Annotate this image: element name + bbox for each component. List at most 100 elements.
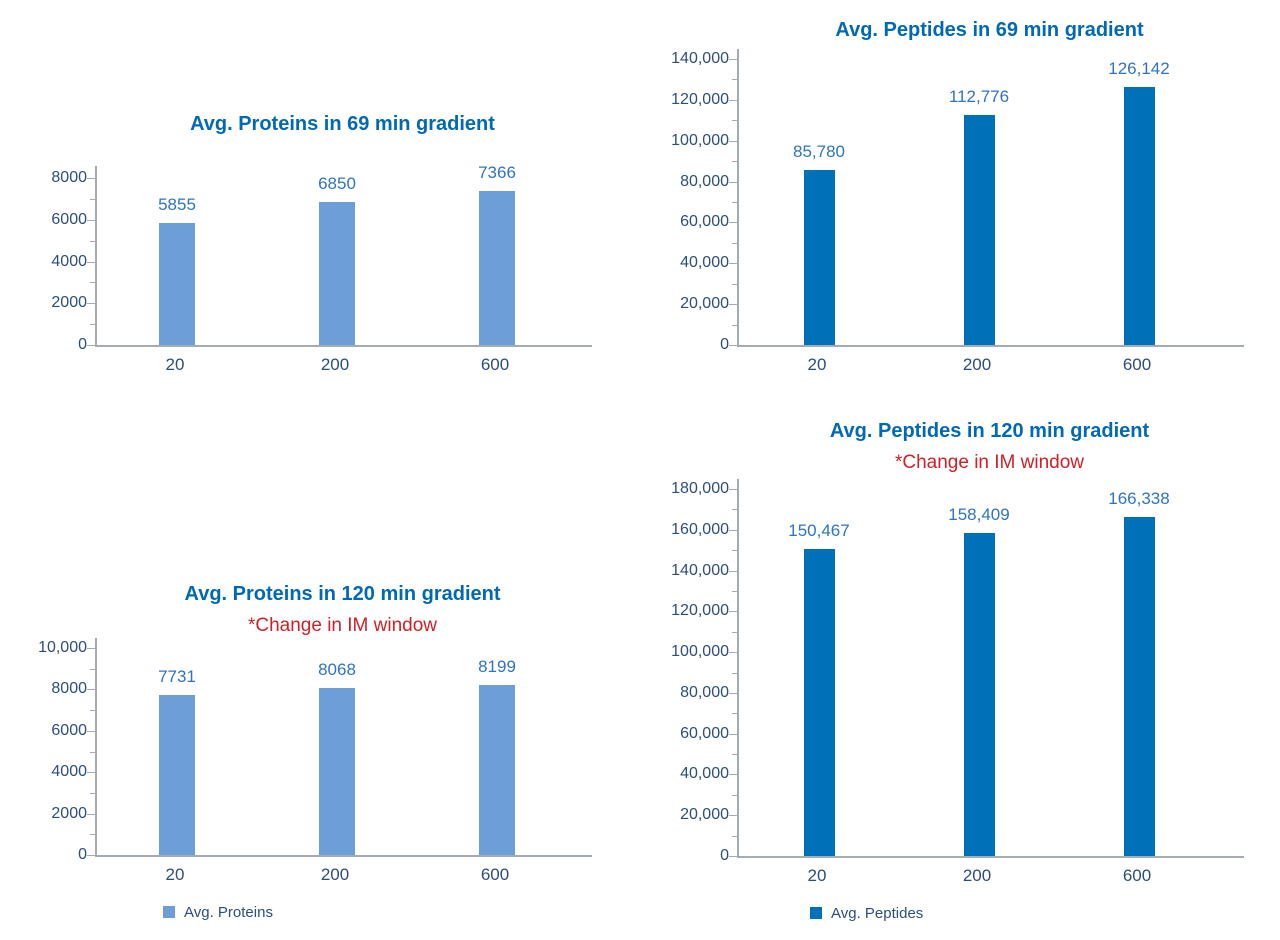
bar: [803, 549, 835, 856]
plot-area: 0 20,000 40,000 60,000 80,000 100,000 120,000 1…: [671, 49, 1244, 353]
bar: [479, 685, 515, 855]
y-tick-label: 2000: [51, 294, 87, 312]
y-axis-major-tick: [729, 570, 737, 572]
y-axis-major-tick: [729, 222, 737, 224]
legend-label: Avg. Proteins: [184, 903, 273, 921]
y-tick-label: 60,000: [680, 213, 729, 231]
y-tick-label: 4000: [51, 252, 87, 270]
y-axis-minor-tick: [90, 710, 95, 712]
x-category-label: 200: [962, 355, 992, 374]
y-axis-minor-tick: [732, 672, 737, 674]
y-tick-label: 140,000: [671, 561, 729, 579]
chart-proteins-69min: Avg. Proteins in 69 min gradient 0 2000 40…: [20, 112, 592, 379]
y-axis-major-tick: [729, 692, 737, 694]
y-tick-label: 4000: [51, 763, 87, 781]
y-axis-major-tick: [729, 99, 737, 101]
plot-area: 0 20,000 40,000 60,000 80,000 100,000 120,000 1…: [671, 479, 1244, 864]
y-axis-minor-tick: [90, 240, 95, 242]
legend: Avg. Proteins: [163, 903, 590, 921]
y-axis-minor-tick: [90, 751, 95, 753]
y-axis-minor-tick: [732, 324, 737, 326]
y-axis-minor-tick: [90, 792, 95, 794]
bar-value-label: 112,776: [948, 87, 1010, 106]
y-tick-label: 0: [720, 847, 729, 864]
y-tick-label: 80,000: [680, 683, 729, 701]
chart-title: Avg. Proteins in 120 min gradient: [184, 583, 501, 605]
legend: Avg. Peptides: [810, 904, 1242, 922]
x-category-label: 200: [320, 355, 350, 374]
bar-value-label: 7366: [478, 163, 516, 182]
y-axis-major-tick: [729, 263, 737, 265]
legend-swatch: [163, 906, 175, 918]
bar: [159, 695, 195, 855]
chart-subtitle: *Change in IM window: [894, 452, 1085, 473]
y-axis-major-tick: [729, 856, 737, 857]
y-tick-label: 10,000: [38, 639, 87, 656]
y-tick-label: 180,000: [671, 480, 729, 497]
y-tick-label: 20,000: [680, 806, 729, 824]
y-tick-label: 6000: [51, 721, 87, 739]
bar-value-label: 158,409: [948, 505, 1010, 524]
x-category-label: 200: [962, 866, 992, 885]
y-axis-minor-tick: [732, 79, 737, 81]
y-axis-major-tick: [729, 774, 737, 776]
y-axis-minor-tick: [90, 198, 95, 200]
y-axis-minor-tick: [732, 550, 737, 552]
bar-value-label: 85,780: [793, 142, 845, 161]
x-axis-labels: 20 200 600: [95, 355, 590, 379]
y-axis-minor-tick: [732, 509, 737, 511]
y-axis-minor-tick: [732, 590, 737, 592]
y-axis-minor-tick: [90, 668, 95, 670]
bar-value-label: 8199: [478, 657, 516, 676]
x-category-label: 600: [480, 865, 510, 884]
y-axis-minor-tick: [732, 202, 737, 203]
y-axis-major-tick: [729, 304, 737, 306]
y-tick-label: 160,000: [671, 520, 729, 538]
x-category-label: 20: [165, 355, 185, 374]
y-tick-label: 100,000: [671, 643, 729, 661]
y-axis-major-tick: [87, 648, 95, 649]
y-axis-minor-tick: [90, 834, 95, 836]
y-tick-label: 120,000: [671, 602, 729, 620]
y-axis-major-tick: [87, 813, 95, 815]
y-tick-label: 120,000: [671, 90, 729, 108]
y-axis-minor-tick: [732, 161, 737, 163]
x-axis-labels: 20 200 600: [737, 355, 1242, 379]
y-axis-minor-tick: [732, 242, 737, 244]
y-axis-minor-tick: [732, 794, 737, 796]
x-category-label: 600: [480, 355, 510, 374]
y-axis-major-tick: [729, 611, 737, 613]
bar-value-label: 7731: [158, 667, 196, 686]
y-axis-major-tick: [729, 815, 737, 817]
bar: [159, 223, 195, 345]
legend-label: Avg. Peptides: [831, 904, 924, 922]
y-axis-major-tick: [729, 140, 737, 142]
x-axis-labels: 20 200 600: [737, 866, 1242, 890]
y-axis-minor-tick: [732, 120, 737, 122]
y-axis-major-tick: [729, 181, 737, 183]
y-axis-major-tick: [87, 772, 95, 774]
y-tick-label: 40,000: [680, 765, 729, 783]
y-axis-major-tick: [729, 59, 737, 60]
y-tick-label: 140,000: [671, 50, 729, 67]
bar-value-label: 6850: [318, 174, 356, 193]
y-axis-major-tick: [87, 219, 95, 221]
chart-proteins-120min: Avg. Proteins in 120 min gradient *Chang…: [20, 582, 592, 921]
y-axis-minor-tick: [732, 283, 737, 285]
y-tick-label: 6000: [51, 210, 87, 228]
y-axis-major-tick: [87, 303, 95, 305]
x-category-label: 200: [320, 865, 350, 884]
x-category-label: 600: [1122, 866, 1152, 885]
x-category-label: 20: [807, 866, 827, 885]
x-category-label: 20: [165, 865, 185, 884]
bar: [319, 688, 355, 855]
y-tick-label: 80,000: [680, 172, 729, 190]
y-tick-label: 8000: [51, 169, 87, 186]
y-tick-label: 40,000: [680, 254, 729, 272]
chart-title: Avg. Peptides in 69 min gradient: [835, 19, 1144, 41]
y-axis-minor-tick: [90, 324, 95, 326]
bar: [803, 170, 835, 345]
bar: [1123, 517, 1155, 856]
y-axis-major-tick: [729, 652, 737, 654]
y-axis-major-tick: [729, 489, 737, 490]
